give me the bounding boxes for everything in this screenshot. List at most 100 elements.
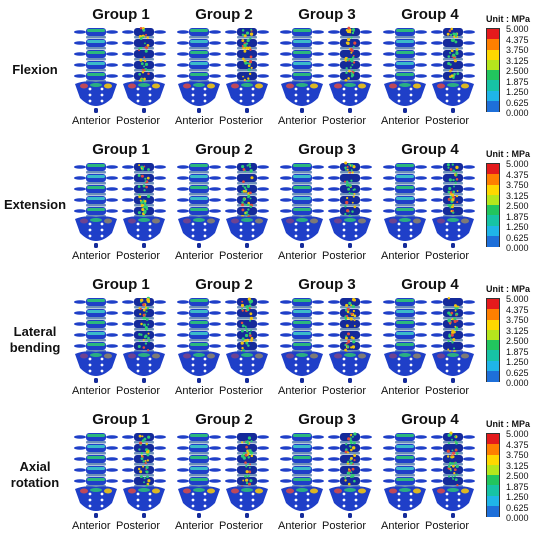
view-label: Anterior	[278, 250, 317, 262]
anterior-spine-model	[280, 433, 324, 518]
view-label: Posterior	[425, 250, 470, 262]
group-title: Group 2	[195, 411, 253, 428]
legend-tick-label: 4.375	[506, 34, 529, 45]
legend-tick-label: 2.500	[506, 471, 529, 481]
legend-tick-label: 1.875	[506, 76, 529, 87]
legend-swatch	[487, 194, 499, 206]
legend-tick-label: 0.000	[506, 513, 529, 523]
row-label: Lateral bending	[9, 324, 61, 355]
group-title: Group 1	[92, 6, 150, 23]
view-label: Posterior	[116, 520, 161, 532]
group-title: Group 1	[92, 276, 150, 293]
view-label: Anterior	[381, 520, 420, 532]
view-label: Posterior	[425, 115, 470, 127]
posterior-spine-model	[328, 161, 372, 248]
stress-legend: Unit : MPa 5.000 4.375 3.750 3.125 2.500 1.875…	[486, 419, 550, 523]
legend-tick-label: 3.125	[506, 190, 529, 201]
group-title: Group 2	[195, 6, 253, 23]
loading-condition-row: Lateral bending Group 1 Anterior Posterior G…	[0, 270, 550, 402]
legend-tick-label: 1.875	[506, 481, 529, 492]
posterior-spine-model	[328, 432, 372, 518]
legend-swatch	[487, 370, 499, 382]
view-label: Posterior	[219, 385, 264, 397]
anterior-spine-model	[177, 28, 221, 113]
posterior-spine-model	[431, 163, 475, 248]
group-title: Group 3	[298, 6, 356, 23]
group-title: Group 4	[401, 141, 459, 158]
row-label: Axial rotation	[10, 459, 60, 490]
legend-tick-label: 4.375	[506, 304, 529, 315]
anterior-spine-model	[383, 163, 427, 248]
anterior-spine-model	[383, 28, 427, 113]
view-label: Anterior	[278, 115, 317, 127]
view-label: Anterior	[72, 385, 111, 397]
posterior-spine-model	[328, 26, 372, 113]
legend-tick-label: 1.875	[506, 346, 529, 357]
loading-condition-row: Flexion Group 1 Anterior Posterior Group 2 An…	[0, 0, 550, 132]
view-label: Posterior	[219, 250, 264, 262]
legend-tick-label: 1.250	[506, 357, 529, 367]
anterior-spine-model	[74, 28, 118, 113]
legend-swatch	[487, 29, 499, 40]
legend-swatch	[487, 299, 499, 310]
posterior-spine-model	[122, 433, 166, 518]
view-label: Anterior	[381, 115, 420, 127]
legend-swatch	[487, 235, 499, 247]
legend-swatch	[487, 49, 499, 61]
legend-tick-label: 0.625	[506, 367, 529, 378]
group-title: Group 3	[298, 276, 356, 293]
legend-swatch	[487, 39, 499, 50]
legend-tick-label: 0.625	[506, 232, 529, 243]
legend-swatch	[487, 340, 499, 351]
view-label: Anterior	[381, 250, 420, 262]
legend-tick-label: 1.250	[506, 222, 529, 232]
legend-swatch	[487, 225, 499, 237]
legend-swatch	[487, 184, 499, 196]
legend-color-bar	[486, 163, 500, 247]
posterior-spine-model	[225, 163, 269, 248]
legend-swatch	[487, 215, 499, 226]
view-label: Anterior	[175, 385, 214, 397]
legend-tick-label: 0.000	[506, 108, 529, 118]
legend-tick-label: 3.750	[506, 450, 529, 460]
view-label: Anterior	[72, 250, 111, 262]
anterior-spine-model	[280, 163, 324, 248]
legend-tick-label: 1.875	[506, 211, 529, 222]
anterior-spine-model	[74, 298, 118, 383]
posterior-spine-model	[431, 431, 475, 518]
posterior-spine-model	[225, 28, 269, 113]
legend-tick-label: 0.000	[506, 378, 529, 388]
posterior-spine-model	[431, 297, 475, 383]
legend-color-bar	[486, 28, 500, 112]
legend-color-bar	[486, 298, 500, 382]
group-title: Group 1	[92, 411, 150, 428]
legend-unit-label: Unit : MPa	[486, 149, 530, 159]
view-label: Posterior	[116, 115, 161, 127]
view-label: Anterior	[72, 115, 111, 127]
legend-tick-label: 3.125	[506, 325, 529, 336]
anterior-spine-model	[383, 298, 427, 383]
legend-tick-label: 3.750	[506, 180, 529, 190]
legend-tick-label: 3.125	[506, 55, 529, 66]
group-title: Group 2	[195, 141, 253, 158]
legend-swatch	[487, 90, 499, 102]
view-label: Posterior	[116, 250, 161, 262]
posterior-spine-model	[225, 297, 269, 383]
legend-tick-label: 1.250	[506, 492, 529, 502]
view-label: Anterior	[72, 520, 111, 532]
legend-tick-label: 0.000	[506, 243, 529, 253]
posterior-spine-model	[122, 26, 166, 113]
legend-tick-label: 5.000	[506, 429, 529, 439]
legend-unit-label: Unit : MPa	[486, 14, 530, 24]
legend-swatch	[487, 70, 499, 81]
view-label: Anterior	[175, 115, 214, 127]
posterior-spine-model	[122, 163, 166, 248]
stress-legend: Unit : MPa 5.000 4.375 3.750 3.125 2.500 1.875…	[486, 284, 550, 388]
legend-swatch	[487, 350, 499, 361]
posterior-spine-model	[431, 27, 475, 113]
legend-tick-label: 2.500	[506, 66, 529, 76]
view-label: Anterior	[381, 385, 420, 397]
group-title: Group 3	[298, 411, 356, 428]
legend-tick-label: 3.750	[506, 315, 529, 325]
